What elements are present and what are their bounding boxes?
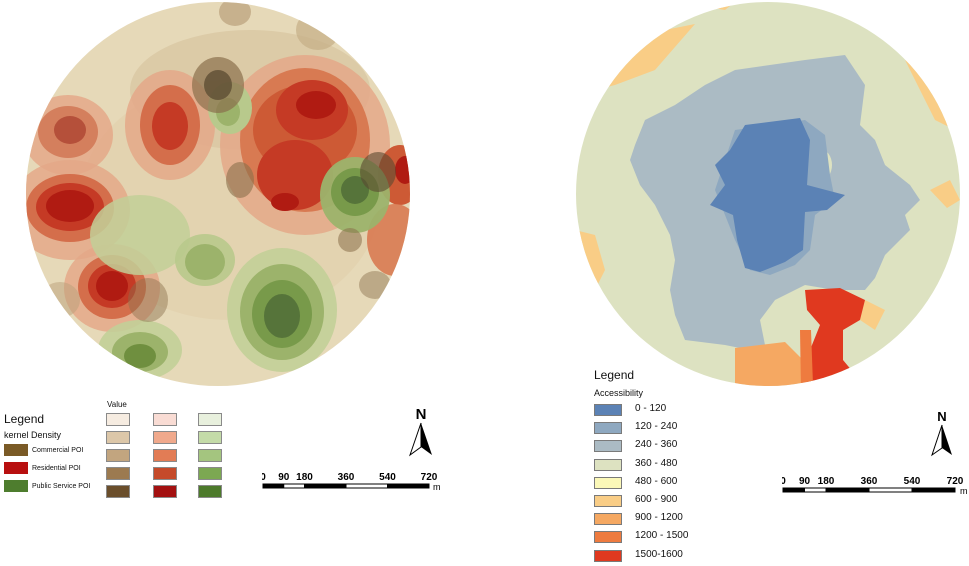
- scale-tick-label: 90: [799, 476, 811, 487]
- scale-unit-label: m: [960, 486, 968, 496]
- public-service-poi-label: Public Service POI: [32, 483, 91, 490]
- scale-tick-label: 360: [338, 472, 355, 483]
- scale-tick-label: 0: [262, 472, 266, 483]
- value-swatch: [153, 485, 177, 498]
- value-swatch: [153, 467, 177, 480]
- accessibility-label: 1500-1600: [635, 548, 683, 560]
- accessibility-label: 1200 - 1500: [635, 530, 689, 542]
- accessibility-label: 240 - 360: [635, 439, 678, 451]
- accessibility-surface: [576, 2, 960, 386]
- accessibility-label: 600 - 900: [635, 494, 678, 505]
- scale-tick-label: 360: [861, 476, 878, 487]
- scale-segment: [304, 483, 347, 489]
- accessibility-swatch: [594, 422, 622, 435]
- scale-segment: [868, 487, 913, 493]
- north-arrow-icon: N: [931, 409, 952, 457]
- value-swatch: [198, 449, 222, 462]
- value-swatch: [106, 413, 130, 426]
- scale-segment: [345, 483, 388, 489]
- value-swatch: [106, 449, 130, 462]
- scale-segment: [825, 487, 870, 493]
- scale-tick-label: 180: [296, 472, 313, 483]
- value-swatch: [198, 485, 222, 498]
- accessibility-swatch: [594, 404, 622, 416]
- value-swatch: [106, 485, 130, 498]
- accessibility-map: [576, 2, 960, 386]
- value-swatch: [198, 431, 222, 444]
- public-service-poi-swatch: [4, 480, 28, 492]
- scale-segment: [262, 483, 285, 489]
- accessibility-label: 480 - 600: [635, 475, 678, 487]
- right-scale-bar: 0 90 180 360 540 720 m: [782, 474, 968, 496]
- value-swatch: [153, 449, 177, 462]
- value-swatch: [106, 467, 130, 480]
- accessibility-swatch: [594, 476, 622, 489]
- left-legend-subtitle: kernel Density: [4, 430, 62, 440]
- value-swatch: [106, 431, 130, 444]
- value-swatch: [153, 431, 177, 444]
- scale-tick-label: 90: [278, 472, 290, 483]
- value-swatch: [198, 467, 222, 480]
- scale-tick-label: 0: [782, 476, 786, 487]
- kernel-density-map: [26, 2, 410, 386]
- left-legend-title: Legend: [4, 412, 45, 426]
- value-swatch: [198, 413, 222, 426]
- density-surface: [26, 2, 410, 386]
- value-label: Value: [107, 400, 127, 409]
- accessibility-label: 360 - 480: [635, 457, 678, 469]
- accessibility-swatch: [594, 440, 622, 453]
- accessibility-label: 120 - 240: [635, 421, 678, 433]
- scale-segment: [387, 483, 430, 489]
- accessibility-label: 900 - 1200: [635, 512, 683, 524]
- north-label: N: [937, 409, 946, 424]
- scale-segment: [782, 487, 805, 493]
- residential-poi-label: Residential POI: [32, 465, 81, 472]
- accessibility-swatch: [594, 513, 622, 526]
- scale-segment: [804, 487, 827, 493]
- right-legend-title: Legend: [594, 368, 635, 382]
- scale-tick-label: 540: [904, 476, 921, 487]
- commercial-poi-swatch: [4, 444, 28, 456]
- north-label: N: [416, 406, 427, 423]
- north-arrow-icon: N: [409, 406, 432, 457]
- right-legend-subtitle: Accessibility: [594, 388, 644, 398]
- accessibility-swatch: [594, 495, 622, 507]
- left-scale-bar: 0 90 180 360 540 720 m: [262, 470, 442, 492]
- scale-segment: [911, 487, 956, 493]
- residential-poi-swatch: [4, 462, 28, 474]
- accessibility-swatch: [594, 549, 622, 562]
- commercial-poi-label: Commercial POI: [32, 447, 84, 454]
- scale-tick-label: 720: [947, 476, 964, 487]
- scale-tick-label: 720: [421, 472, 438, 483]
- accessibility-label: 0 - 120: [635, 403, 667, 414]
- scale-tick-label: 540: [379, 472, 396, 483]
- scale-unit-label: m: [433, 482, 441, 492]
- value-swatch: [153, 413, 177, 426]
- accessibility-swatch: [594, 458, 622, 471]
- scale-segment: [283, 483, 305, 489]
- scale-tick-label: 180: [818, 476, 835, 487]
- accessibility-swatch: [594, 531, 622, 544]
